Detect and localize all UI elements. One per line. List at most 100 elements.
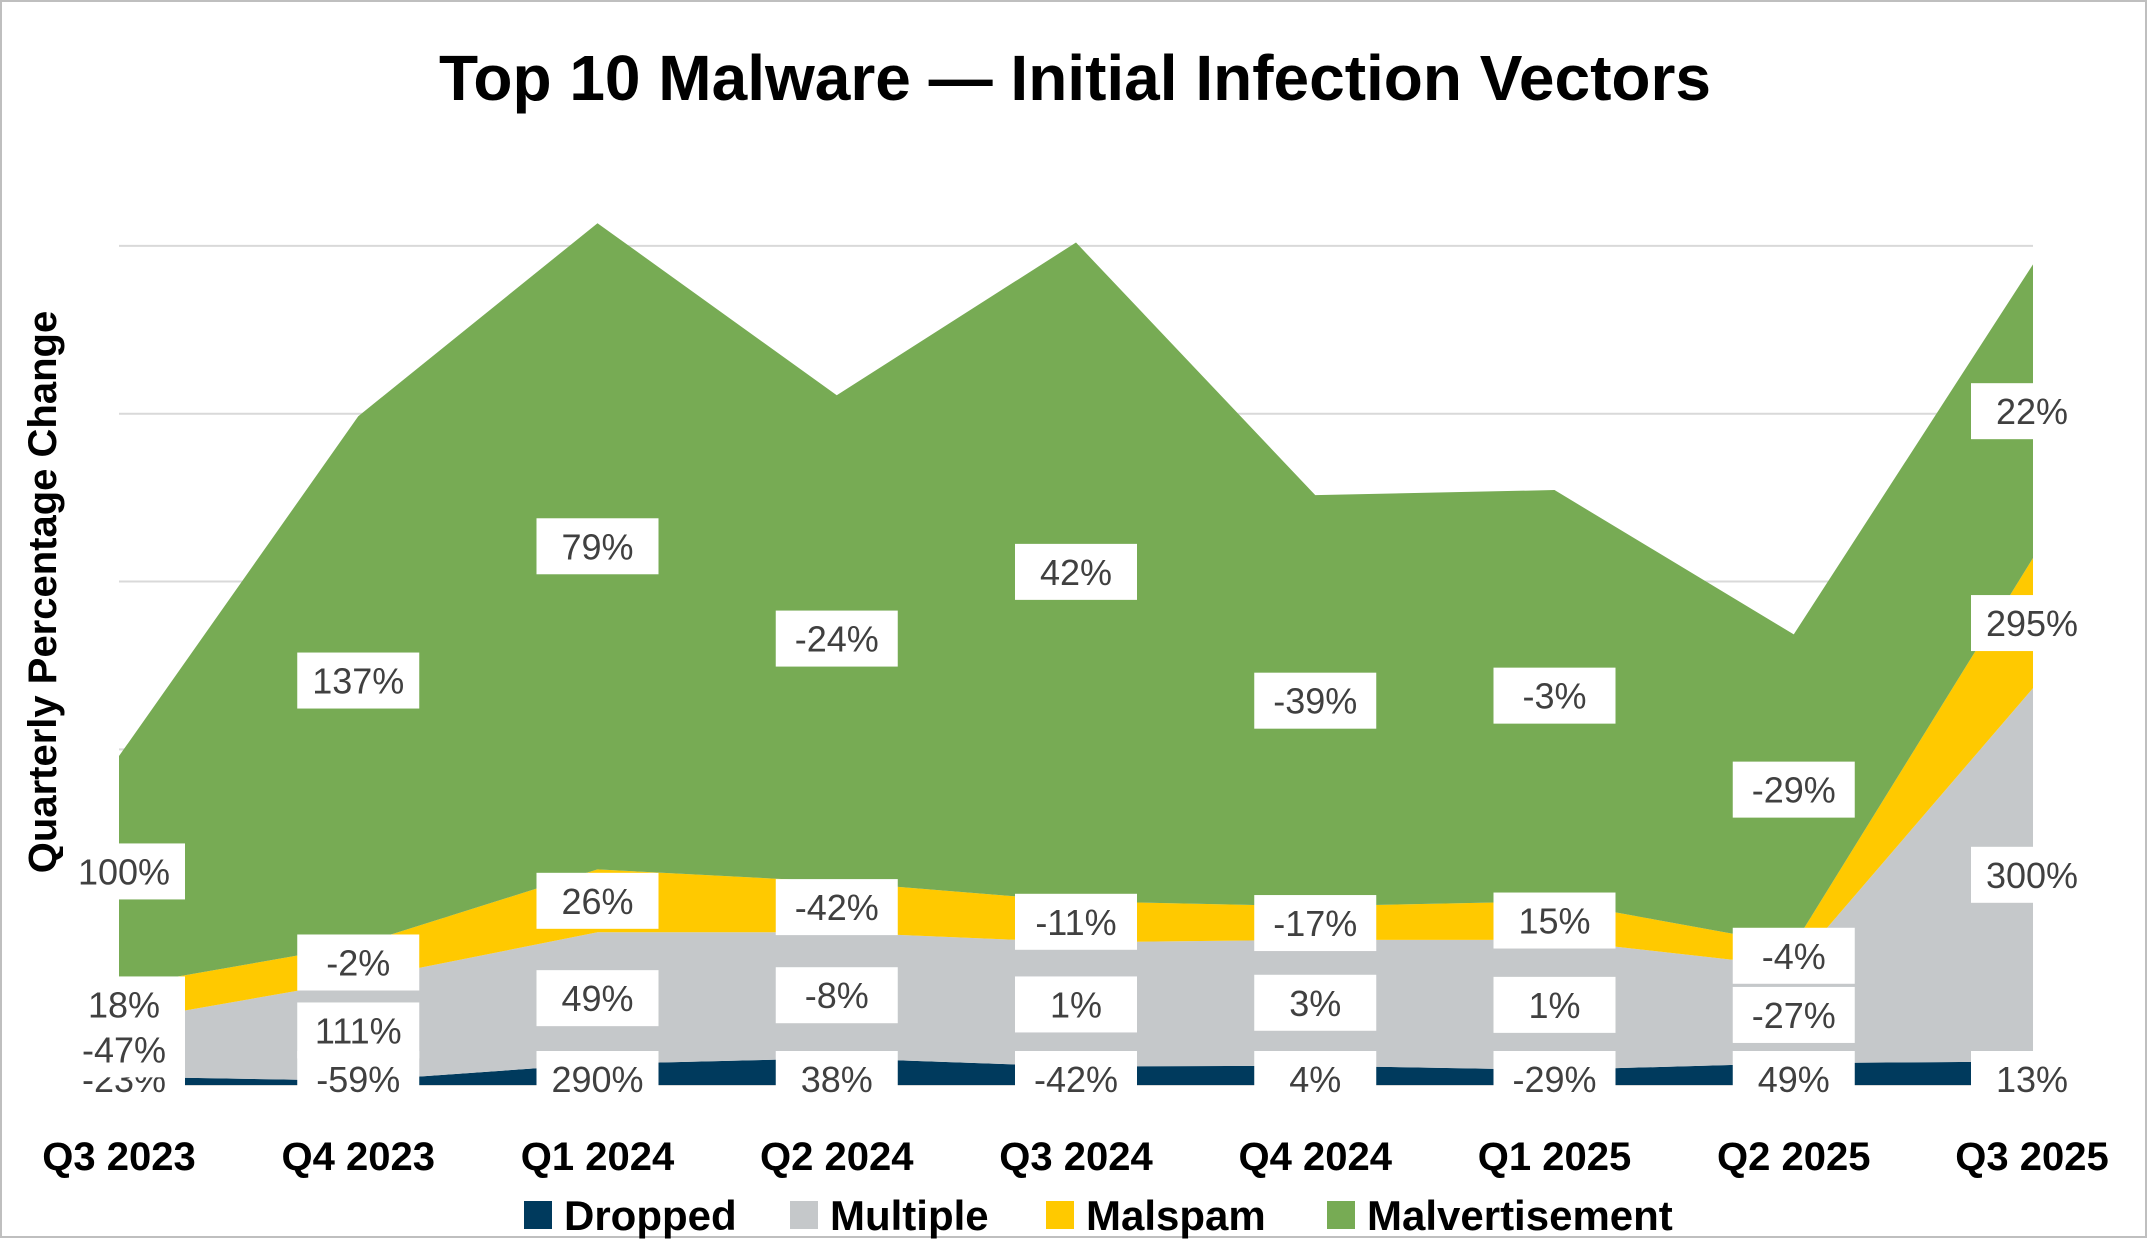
data-label-text: 290% [551, 1059, 643, 1100]
data-label-box [1254, 895, 1377, 952]
legend-label: Malvertisement [1367, 1192, 1673, 1239]
data-label-text: 22% [1996, 391, 2068, 432]
data-label-box [1732, 986, 1855, 1043]
data-label-box [775, 879, 898, 936]
data-label-text: 1% [1050, 984, 1102, 1025]
data-label-malvertisement: 137% [297, 652, 420, 709]
data-label-text: 42% [1040, 552, 1112, 593]
x-tick-label: Q3 2023 [42, 1135, 195, 1179]
data-label-box [1493, 892, 1616, 949]
data-label-text: -39% [1273, 681, 1357, 722]
data-label-text: 13% [1996, 1059, 2068, 1100]
data-label-text: -42% [795, 887, 879, 928]
x-tick-label: Q1 2025 [1478, 1135, 1631, 1179]
data-label-box [1971, 846, 2093, 903]
data-label-box [1254, 1051, 1377, 1107]
data-label-box [63, 976, 185, 1033]
data-label-box [1732, 761, 1855, 818]
data-label-box [297, 934, 420, 991]
data-label-malspam: -11% [1015, 893, 1137, 950]
data-label-text: -17% [1273, 903, 1357, 944]
data-label-box [297, 1051, 420, 1107]
data-label-box [1254, 672, 1377, 729]
data-label-box [1254, 974, 1377, 1031]
data-label-dropped: 290% [536, 1051, 659, 1107]
legend-swatch [790, 1201, 818, 1229]
y-axis-title: Quarterly Percentage Change [21, 311, 65, 873]
data-label-malspam: -4% [1732, 927, 1855, 984]
data-label-text: 295% [1986, 603, 2078, 644]
data-label-text: -59% [316, 1059, 400, 1100]
x-tick-label: Q4 2024 [1239, 1135, 1393, 1179]
data-label-malspam: 295% [1971, 595, 2093, 652]
data-label-malvertisement: -24% [775, 610, 898, 667]
legend-swatch [524, 1201, 552, 1229]
data-label-malspam: 18% [63, 976, 185, 1033]
legend-label: Malspam [1086, 1192, 1266, 1239]
data-label-text: -24% [795, 619, 879, 660]
data-label-box [775, 1051, 898, 1107]
data-label-dropped: 13% [1971, 1051, 2093, 1107]
data-label-text: 26% [561, 881, 633, 922]
x-tick-label: Q3 2024 [999, 1135, 1153, 1179]
data-label-multiple: 300% [1971, 846, 2093, 903]
data-label-malvertisement: 22% [1971, 383, 2093, 440]
data-label-malspam: 15% [1493, 892, 1616, 949]
area-malvertisement [119, 223, 2033, 987]
data-label-box [1493, 1051, 1616, 1107]
data-label-text: 100% [78, 851, 170, 892]
data-label-text: 79% [561, 526, 633, 567]
data-label-box [1015, 543, 1137, 600]
data-label-malvertisement: 42% [1015, 543, 1137, 600]
data-label-text: 1% [1528, 985, 1580, 1026]
chart-title: Top 10 Malware — Initial Infection Vecto… [439, 42, 1711, 114]
data-label-box [536, 1051, 659, 1107]
data-label-text: -3% [1522, 676, 1586, 717]
data-label-box [536, 872, 659, 929]
data-label-multiple: -8% [775, 967, 898, 1024]
legend-swatch [1327, 1201, 1355, 1229]
data-label-box [775, 967, 898, 1024]
data-label-multiple: 49% [536, 970, 659, 1027]
x-tick-label: Q4 2023 [282, 1135, 435, 1179]
data-label-malspam: 26% [536, 872, 659, 929]
x-tick-label: Q1 2024 [521, 1135, 675, 1179]
data-label-box [536, 970, 659, 1027]
data-label-box [775, 610, 898, 667]
legend-label: Multiple [830, 1192, 989, 1239]
data-label-multiple: 1% [1493, 976, 1616, 1033]
data-label-box [1971, 1051, 2093, 1107]
data-label-dropped: -42% [1015, 1051, 1137, 1107]
data-label-text: 3% [1289, 983, 1341, 1024]
data-label-text: -4% [1762, 936, 1826, 977]
data-label-text: 111% [315, 1010, 402, 1051]
data-label-box [297, 1002, 420, 1059]
legend-item-dropped: Dropped [524, 1192, 737, 1239]
legend-label: Dropped [564, 1192, 737, 1239]
data-label-dropped: 38% [775, 1051, 898, 1107]
data-label-box [1732, 927, 1855, 984]
data-label-box [1732, 1051, 1855, 1107]
data-label-text: 300% [1986, 855, 2078, 896]
legend-item-malspam: Malspam [1046, 1192, 1266, 1239]
data-label-dropped: -59% [297, 1051, 420, 1107]
data-label-box [1015, 1051, 1137, 1107]
data-label-box [1493, 667, 1616, 724]
data-label-text: 49% [561, 978, 633, 1019]
data-label-malvertisement: -29% [1732, 761, 1855, 818]
data-label-dropped: 49% [1732, 1051, 1855, 1107]
data-label-text: 18% [88, 984, 160, 1025]
data-label-text: -29% [1512, 1059, 1596, 1100]
data-label-text: -42% [1034, 1059, 1118, 1100]
legend: Dropped Multiple Malspam Malvertisement [524, 1192, 1673, 1239]
data-label-text: -8% [805, 975, 869, 1016]
data-label-text: 4% [1289, 1059, 1341, 1100]
data-label-box [1971, 595, 2093, 652]
x-tick-label: Q3 2025 [1955, 1135, 2108, 1179]
data-label-box [1493, 976, 1616, 1033]
data-label-malvertisement: -3% [1493, 667, 1616, 724]
data-label-malspam: -2% [297, 934, 420, 991]
data-label-box [297, 652, 420, 709]
